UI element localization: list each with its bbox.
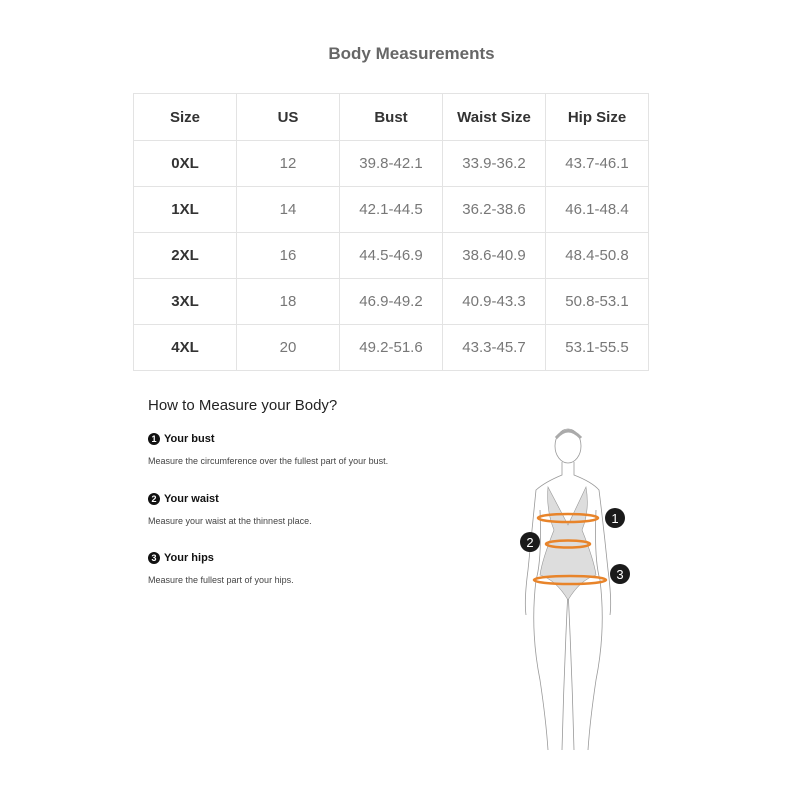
cell-bust: 42.1-44.5 (339, 186, 443, 233)
table-row: 1XL 14 42.1-44.5 36.2-38.6 46.1-48.4 (133, 186, 649, 233)
cell-bust: 44.5-46.9 (339, 232, 443, 279)
cell-us: 12 (236, 140, 340, 187)
table-header-row: Size US Bust Waist Size Hip Size (133, 93, 649, 141)
step-bust: 1 Your bust Measure the circumference ove… (148, 433, 388, 466)
step-title: Your waist (164, 493, 219, 505)
step-text: Measure your waist at the thinnest place… (148, 516, 312, 526)
waist-band (544, 539, 592, 549)
cell-size: 3XL (133, 278, 237, 325)
marker-2-icon: 2 (520, 532, 540, 552)
cell-us: 14 (236, 186, 340, 233)
header-size: Size (133, 93, 237, 141)
header-us: US (236, 93, 340, 141)
number-1-icon: 1 (148, 433, 160, 445)
step-waist: 2 Your waist Measure your waist at the th… (148, 493, 312, 526)
svg-text:2: 2 (526, 535, 533, 550)
page-title: Body Measurements (328, 44, 495, 63)
cell-hip: 43.7-46.1 (545, 140, 649, 187)
cell-waist: 38.6-40.9 (442, 232, 546, 279)
cell-bust: 39.8-42.1 (339, 140, 443, 187)
number-3-icon: 3 (148, 552, 160, 564)
table-row: 0XL 12 39.8-42.1 33.9-36.2 43.7-46.1 (133, 140, 649, 187)
cell-hip: 48.4-50.8 (545, 232, 649, 279)
cell-us: 20 (236, 324, 340, 371)
size-table: Size US Bust Waist Size Hip Size 0XL 12 39… (133, 93, 649, 371)
bust-band (536, 512, 600, 524)
table-row: 3XL 18 46.9-49.2 40.9-43.3 50.8-53.1 (133, 278, 649, 325)
number-2-icon: 2 (148, 493, 160, 505)
cell-size: 0XL (133, 140, 237, 187)
cell-size: 2XL (133, 232, 237, 279)
marker-1-icon: 1 (605, 508, 625, 528)
step-title: Your bust (164, 433, 215, 445)
cell-us: 18 (236, 278, 340, 325)
cell-waist: 33.9-36.2 (442, 140, 546, 187)
table-row: 2XL 16 44.5-46.9 38.6-40.9 48.4-50.8 (133, 232, 649, 279)
svg-text:1: 1 (611, 511, 618, 526)
header-bust: Bust (339, 93, 443, 141)
svg-text:3: 3 (616, 567, 623, 582)
table-row: 4XL 20 49.2-51.6 43.3-45.7 53.1-55.5 (133, 324, 649, 371)
cell-us: 16 (236, 232, 340, 279)
body-figure-illustration: 1 2 3 (520, 428, 630, 751)
cell-size: 1XL (133, 186, 237, 233)
cell-hip: 46.1-48.4 (545, 186, 649, 233)
cell-hip: 53.1-55.5 (545, 324, 649, 371)
step-text: Measure the fullest part of your hips. (148, 575, 294, 585)
howto-heading: How to Measure your Body? (148, 397, 338, 414)
cell-hip: 50.8-53.1 (545, 278, 649, 325)
cell-waist: 36.2-38.6 (442, 186, 546, 233)
marker-3-icon: 3 (610, 564, 630, 584)
step-text: Measure the circumference over the fulle… (148, 456, 389, 466)
header-hip: Hip Size (545, 93, 649, 141)
body-outline (524, 428, 612, 751)
cell-size: 4XL (133, 324, 237, 371)
hip-band (532, 574, 608, 586)
step-title: Your hips (164, 552, 214, 564)
cell-waist: 43.3-45.7 (442, 324, 546, 371)
cell-bust: 46.9-49.2 (339, 278, 443, 325)
header-waist: Waist Size (442, 93, 546, 141)
cell-waist: 40.9-43.3 (442, 278, 546, 325)
cell-bust: 49.2-51.6 (339, 324, 443, 371)
step-hips: 3 Your hips Measure the fullest part of y… (148, 552, 294, 585)
